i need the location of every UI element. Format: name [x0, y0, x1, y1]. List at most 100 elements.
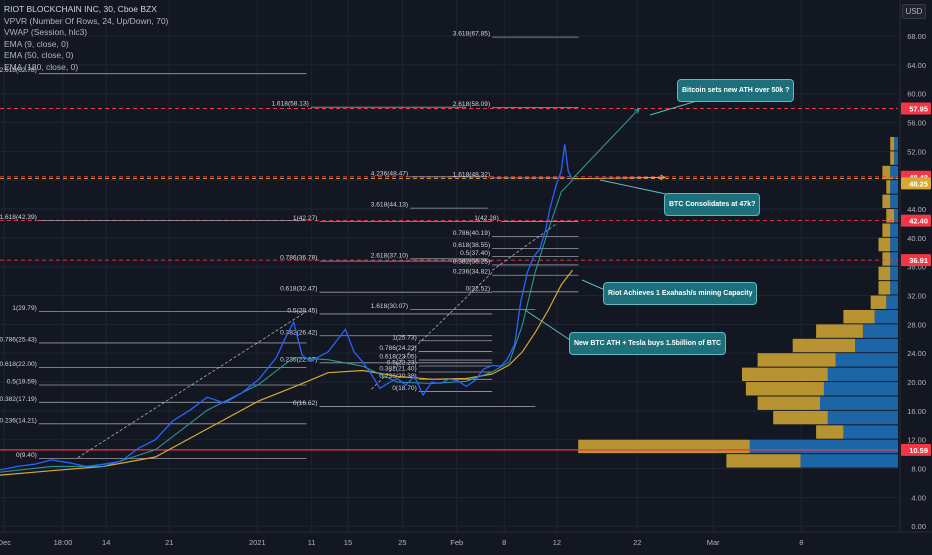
legend-ema-50[interactable]: EMA (50, close, 0) [4, 50, 74, 60]
x-tick-label: 2021 [249, 538, 266, 547]
fib-level-label: 0.5(19.59) [7, 379, 37, 386]
fib-level-label: 1(42.28) [474, 215, 499, 222]
fib-level-label: 0.786(24.23) [379, 345, 416, 352]
fib-level-label: 1(25.73) [392, 334, 417, 341]
volume-bar-up [882, 252, 891, 266]
legend-title[interactable]: RIOT BLOCKCHAIN INC, 30, Cboe BZX [4, 4, 157, 14]
fib-level-label: 1.618(42.39) [0, 214, 37, 221]
volume-bar-down [894, 209, 898, 223]
y-tick-label: 16.00 [907, 407, 926, 416]
fib-level-label: 2.618(58.09) [453, 101, 490, 108]
volume-bar-down [843, 425, 898, 439]
y-tick-label: 4.00 [911, 493, 926, 502]
fib-level-label: 3.618(44.13) [371, 202, 408, 209]
volume-bar-down [835, 353, 898, 367]
price-level-badge [901, 443, 931, 456]
volume-bar-down [800, 454, 898, 468]
volume-bar-up [882, 194, 891, 209]
x-tick-label: 8 [502, 538, 506, 547]
price-level-badge-label: 48.48 [909, 173, 928, 182]
volume-bar-up [745, 382, 824, 396]
y-tick-label: 60.00 [907, 90, 926, 99]
volume-bar-down [890, 180, 898, 194]
price-axis-panel [900, 0, 932, 550]
annotation-bitcoin-ath[interactable]: Bitcoin sets new ATH over 50k ? [677, 79, 795, 102]
volume-bar-down [823, 382, 898, 396]
callout-pointer [581, 279, 606, 291]
currency-button[interactable]: USD [902, 4, 926, 19]
fib-level-label: 0.618(22.00) [0, 361, 37, 368]
fib-level-label: 0.618(23.05) [379, 354, 416, 361]
fib-level-label: 0.382(36.25) [453, 258, 490, 265]
x-tick-label: 12 [553, 538, 561, 547]
fib-level-label: 1.618(30.07) [371, 303, 408, 310]
y-tick-label: 32.00 [907, 292, 926, 301]
legend-ema-9[interactable]: EMA (9, close, 0) [4, 38, 69, 49]
volume-bar-up [882, 165, 891, 180]
price-level-badge-label: 42.40 [909, 217, 928, 226]
fib-level-label: 0.236(22.67) [280, 356, 317, 363]
annotation-arrow-head [660, 174, 666, 181]
y-tick-label: 20.00 [907, 378, 926, 387]
y-tick-label: 68.00 [907, 32, 926, 41]
y-tick-label: 12.00 [907, 436, 926, 445]
fib-level-label: 0.618(38.55) [453, 242, 490, 249]
volume-bar-up [578, 439, 750, 454]
volume-bar-up [890, 151, 895, 165]
volume-bar-up [816, 425, 844, 439]
volume-bar-up [870, 295, 887, 309]
y-tick-label: 0.00 [911, 522, 926, 531]
legend-ema-180[interactable]: EMA (180, close, 0) [4, 61, 79, 72]
fib-level-label: 0(32.52) [466, 285, 491, 292]
annotation-tesla[interactable]: New BTC ATH + Tesla buys 1.5billion of B… [569, 332, 727, 355]
x-tick-label: Dec [0, 538, 11, 547]
volume-bar-down [890, 281, 898, 295]
x-tick-label: 21 [165, 538, 173, 547]
x-tick-label: 11 [308, 538, 316, 547]
volume-bar-up [886, 209, 895, 223]
y-tick-label: 8.00 [911, 465, 926, 474]
price-line [0, 144, 574, 471]
fib-level-label: 1.618(58.13) [271, 101, 308, 108]
volume-bar-down [894, 136, 898, 151]
fib-level-label: 0.786(36.78) [280, 255, 317, 262]
fib-level-label: 0.618(32.47) [280, 286, 317, 293]
volume-bar-up [878, 281, 891, 295]
volume-bar-down [894, 151, 898, 165]
fib-level-label: 0.382(21.40) [379, 365, 416, 372]
price-level-badge [901, 254, 931, 267]
volume-bar-down [827, 367, 898, 382]
fib-level-label: 0(18.70) [392, 385, 417, 392]
price-level-badge [901, 214, 931, 227]
annotation-exahash[interactable]: Riot Achieves 1 Exahash/s mining Capacit… [603, 282, 758, 305]
fib-level-label: 2.618(37.10) [371, 252, 408, 259]
fib-level-label: 2.618(62.78) [0, 67, 37, 74]
volume-bar-up [882, 223, 891, 237]
fib-level-label: 0.382(17.19) [0, 396, 37, 403]
volume-bar-down [890, 165, 898, 180]
fib-level-label: 0.236(34.82) [453, 269, 490, 276]
x-tick-label: 22 [633, 538, 641, 547]
annotation-btc-consolidates[interactable]: BTC Consolidates at 47k? [664, 193, 761, 216]
legend-vpvr[interactable]: VPVR (Number Of Rows, 24, Up/Down, 70) [4, 15, 169, 26]
volume-bar-up [726, 454, 801, 468]
fib-level-label: 0.5(29.45) [287, 307, 317, 314]
fib-level-label: 0.236(14.21) [0, 417, 37, 424]
volume-bar-down [862, 324, 898, 338]
y-tick-label: 56.00 [907, 119, 926, 128]
price-level-badge-label: 10.59 [909, 446, 928, 455]
trend-line [77, 311, 307, 459]
fib-level-label: 0.786(40.19) [453, 230, 490, 237]
volume-bar-up [878, 266, 891, 281]
legend-vwap[interactable]: VWAP (Session, hlc3) [4, 27, 88, 37]
volume-bar-down [855, 338, 898, 353]
volume-bar-up [878, 237, 891, 252]
callout-pointer [649, 99, 701, 116]
volume-bar-up [757, 353, 836, 367]
callout-pointer [524, 309, 571, 341]
volume-bar-up [816, 324, 863, 338]
fib-level-label: 4.236(48.47) [371, 170, 408, 177]
fib-level-label: 0.786(25.43) [0, 336, 37, 343]
x-tick-label: 25 [398, 538, 406, 547]
trend-line [491, 223, 558, 271]
